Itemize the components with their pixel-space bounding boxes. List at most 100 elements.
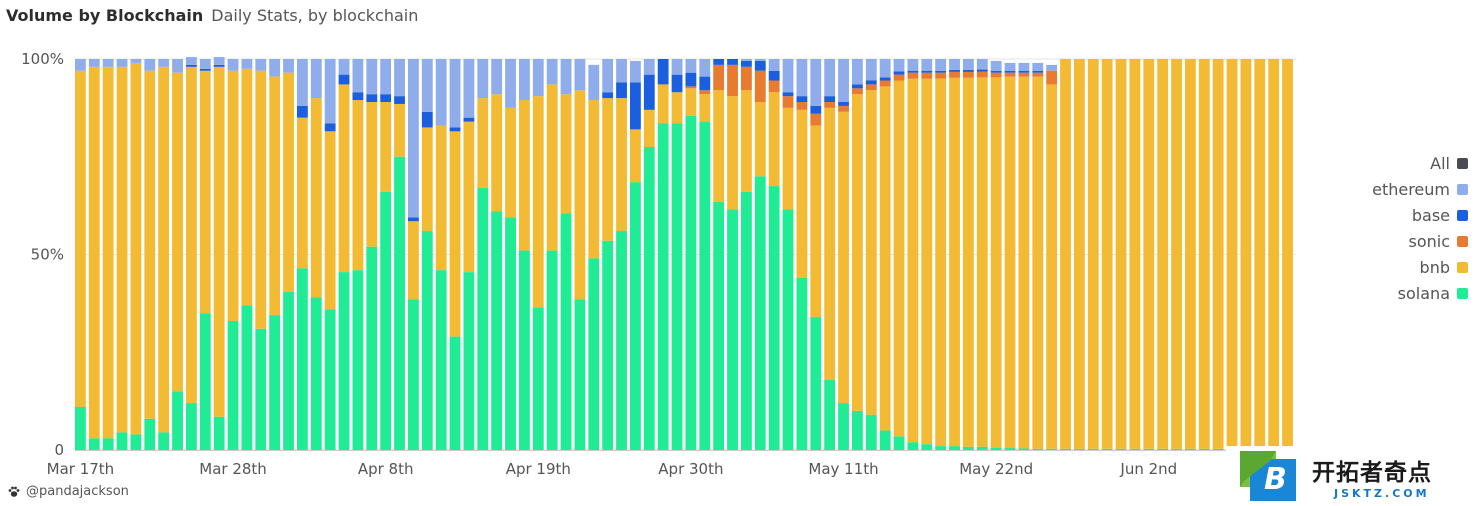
bar-segment-solana[interactable] <box>310 297 322 450</box>
bar-segment-base[interactable] <box>186 64 197 67</box>
bar-stack[interactable] <box>546 59 558 450</box>
bar-segment-ethereum[interactable] <box>519 59 530 101</box>
bar-segment-ethereum[interactable] <box>782 59 794 93</box>
bar-segment-ethereum[interactable] <box>685 59 697 73</box>
bar-segment-bnb[interactable] <box>241 68 253 306</box>
bar-stack[interactable] <box>283 59 294 450</box>
bar-stack[interactable] <box>172 59 183 450</box>
bar-segment-ethereum[interactable] <box>796 59 808 97</box>
bar-segment-ethereum[interactable] <box>449 59 461 128</box>
bar-segment-solana[interactable] <box>366 246 378 450</box>
bar-segment-solana[interactable] <box>1143 448 1155 450</box>
bar-stack[interactable] <box>685 59 697 450</box>
bar-segment-solana[interactable] <box>560 213 572 450</box>
bar-stack[interactable] <box>852 59 863 450</box>
bar-segment-bnb[interactable] <box>102 66 114 439</box>
bar-segment-ethereum[interactable] <box>630 60 641 83</box>
bar-segment-ethereum[interactable] <box>116 59 128 67</box>
bar-segment-ethereum[interactable] <box>338 59 350 75</box>
bar-segment-sonic[interactable] <box>976 71 988 78</box>
bar-segment-bnb[interactable] <box>685 88 697 116</box>
bar-segment-solana[interactable] <box>574 299 586 450</box>
bar-stack[interactable] <box>1157 59 1169 450</box>
bar-stack[interactable] <box>88 59 100 450</box>
bar-segment-bnb[interactable] <box>394 103 405 157</box>
bar-segment-solana[interactable] <box>699 121 711 450</box>
bar-segment-base[interactable] <box>324 123 336 132</box>
bar-segment-solana[interactable] <box>963 446 974 450</box>
bar-segment-base[interactable] <box>949 69 960 72</box>
bar-segment-bnb[interactable] <box>338 84 350 273</box>
bar-segment-sonic[interactable] <box>990 72 1002 78</box>
bar-segment-base[interactable] <box>685 72 697 87</box>
legend-item-bnb[interactable]: bnb <box>1420 257 1468 277</box>
bar-segment-bnb[interactable] <box>699 94 711 122</box>
bar-segment-base[interactable] <box>963 69 974 72</box>
bar-segment-bnb[interactable] <box>727 96 738 210</box>
bar-segment-ethereum[interactable] <box>158 59 170 67</box>
bar-segment-bnb[interactable] <box>963 77 974 447</box>
bar-segment-bnb[interactable] <box>1226 59 1238 449</box>
bar-segment-bnb[interactable] <box>158 66 170 433</box>
bar-segment-base[interactable] <box>907 70 919 73</box>
bar-stack[interactable] <box>144 59 156 450</box>
bar-segment-bnb[interactable] <box>990 77 1002 448</box>
bar-segment-solana[interactable] <box>352 270 364 450</box>
bar-segment-bnb[interactable] <box>519 100 530 251</box>
bar-segment-bnb[interactable] <box>532 96 544 308</box>
bar-segment-ethereum[interactable] <box>380 59 392 95</box>
bar-stack[interactable] <box>1115 59 1127 450</box>
bar-segment-solana[interactable] <box>990 447 1002 450</box>
bar-segment-bnb[interactable] <box>1282 59 1293 449</box>
bar-stack[interactable] <box>643 59 655 450</box>
bar-segment-solana[interactable] <box>491 211 503 450</box>
bar-segment-ethereum[interactable] <box>602 59 614 93</box>
bar-stack[interactable] <box>699 59 711 450</box>
bar-stack[interactable] <box>838 59 849 450</box>
bar-segment-sonic[interactable] <box>921 72 933 79</box>
bar-segment-solana[interactable] <box>796 277 808 450</box>
bar-segment-solana[interactable] <box>380 191 392 450</box>
bar-segment-base[interactable] <box>1032 70 1044 73</box>
bar-segment-bnb[interactable] <box>574 90 586 300</box>
bar-segment-solana[interactable] <box>199 313 211 450</box>
bar-segment-bnb[interactable] <box>1101 59 1113 449</box>
bar-segment-solana[interactable] <box>782 209 794 450</box>
bar-segment-bnb[interactable] <box>130 62 142 435</box>
bar-segment-bnb[interactable] <box>949 77 960 447</box>
bar-segment-bnb[interactable] <box>1018 76 1030 449</box>
bar-segment-base[interactable] <box>824 96 836 103</box>
bar-stack[interactable] <box>1060 59 1071 450</box>
bar-segment-solana[interactable] <box>921 444 933 450</box>
bar-stack[interactable] <box>1032 62 1044 450</box>
bar-segment-base[interactable] <box>990 70 1002 73</box>
bar-segment-solana[interactable] <box>657 123 669 450</box>
bar-segment-base[interactable] <box>754 60 766 71</box>
bar-segment-base[interactable] <box>352 92 364 101</box>
bar-segment-ethereum[interactable] <box>865 59 877 81</box>
bar-segment-ethereum[interactable] <box>352 59 364 93</box>
bar-segment-ethereum[interactable] <box>199 59 211 69</box>
bar-segment-solana[interactable] <box>505 217 516 450</box>
bar-segment-solana[interactable] <box>685 115 697 450</box>
bar-segment-base[interactable] <box>768 70 780 81</box>
bar-segment-ethereum[interactable] <box>699 59 711 77</box>
bar-segment-solana[interactable] <box>158 432 170 450</box>
bar-segment-solana[interactable] <box>241 305 253 450</box>
bar-segment-solana[interactable] <box>754 176 766 451</box>
bar-segment-base[interactable] <box>935 70 947 73</box>
bar-segment-bnb[interactable] <box>1074 59 1085 449</box>
bar-segment-bnb[interactable] <box>630 129 641 183</box>
bar-segment-ethereum[interactable] <box>283 59 294 73</box>
bar-segment-bnb[interactable] <box>1212 59 1224 449</box>
bar-segment-ethereum[interactable] <box>852 59 863 85</box>
bar-stack[interactable] <box>824 59 836 450</box>
bar-stack[interactable] <box>907 59 919 450</box>
bar-segment-ethereum[interactable] <box>130 59 142 63</box>
bar-stack[interactable] <box>1212 59 1224 450</box>
bar-segment-base[interactable] <box>727 59 738 65</box>
bar-segment-solana[interactable] <box>1185 448 1196 450</box>
bar-segment-bnb[interactable] <box>560 94 572 214</box>
bar-segment-solana[interactable] <box>144 418 156 450</box>
bar-segment-solana[interactable] <box>824 379 836 450</box>
